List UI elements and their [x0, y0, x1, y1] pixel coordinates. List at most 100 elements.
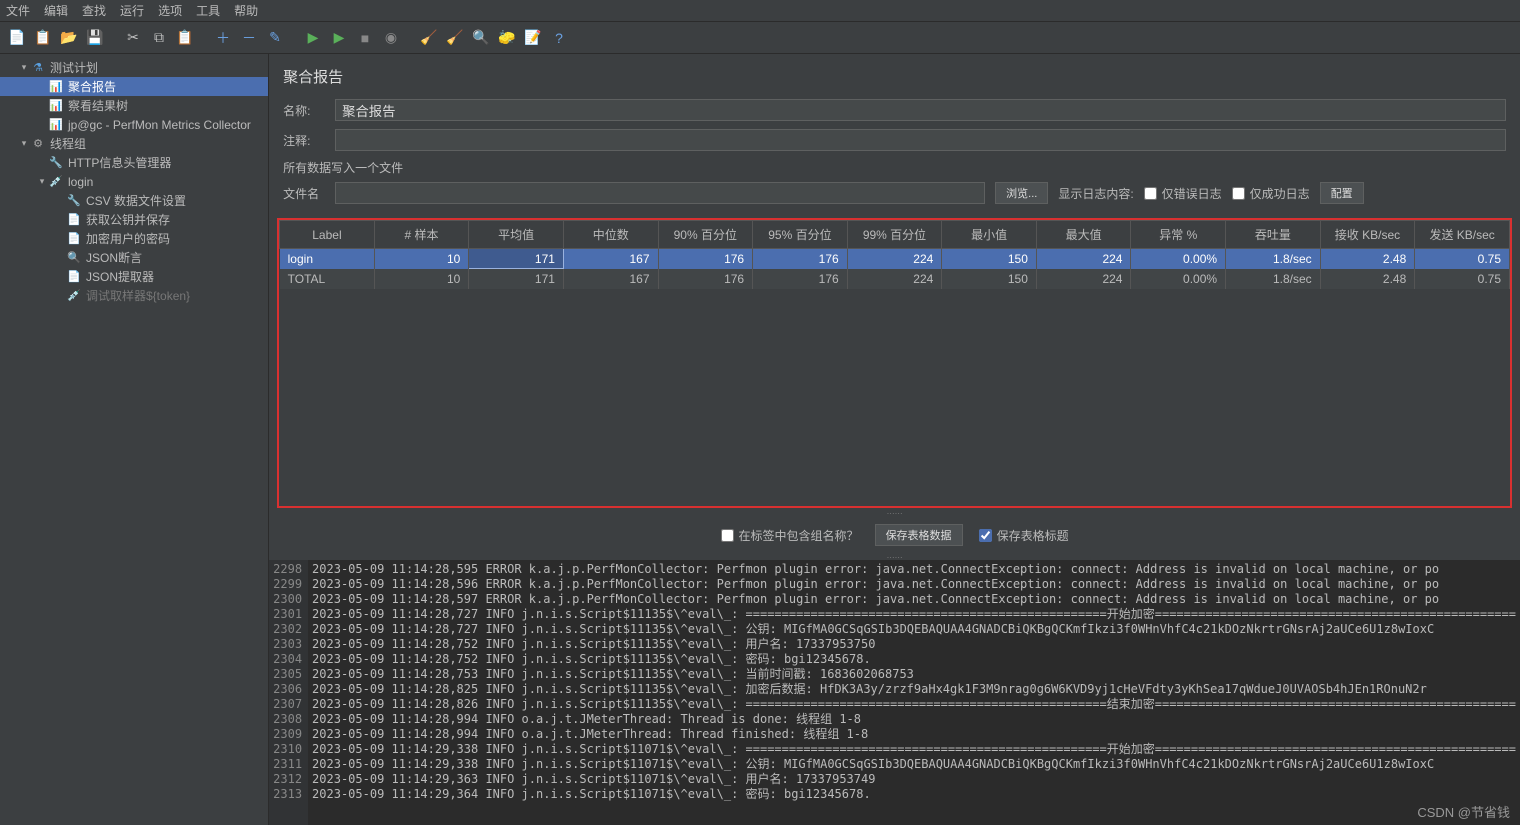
tree-item[interactable]: ▾⚙线程组 — [0, 134, 268, 153]
menu-查找[interactable]: 查找 — [82, 2, 106, 19]
tree-item[interactable]: 📄加密用户的密码 — [0, 229, 268, 248]
tree-item-label: CSV 数据文件设置 — [86, 192, 186, 209]
column-header[interactable]: 最小值 — [942, 221, 1037, 249]
table-cell: 2.48 — [1320, 269, 1415, 289]
chart-icon: 📊 — [48, 117, 64, 133]
content-panel: 聚合报告 名称: 注释: 所有数据写入一个文件 文件名 浏览... 显示日志内容… — [269, 54, 1520, 825]
table-cell: 0.00% — [1131, 249, 1226, 269]
table-cell: 176 — [658, 249, 753, 269]
tree-item[interactable]: 📊jp@gc - PerfMon Metrics Collector — [0, 115, 268, 134]
cut-icon[interactable]: ✂ — [122, 27, 144, 49]
table-cell: 176 — [753, 269, 848, 289]
pipette-icon: 💉 — [66, 288, 82, 304]
tree-item-label: 线程组 — [50, 135, 86, 152]
tree-item[interactable]: ▾💉login — [0, 172, 268, 191]
help-icon[interactable]: ? — [548, 27, 570, 49]
tree-item[interactable]: ▾⚗测试计划 — [0, 58, 268, 77]
table-cell: 1.8/sec — [1226, 249, 1321, 269]
table-row[interactable]: login101711671761762241502240.00%1.8/sec… — [280, 249, 1510, 269]
tree-item[interactable]: 📄JSON提取器 — [0, 267, 268, 286]
tree-item-label: 加密用户的密码 — [86, 230, 170, 247]
column-header[interactable]: 接收 KB/sec — [1320, 221, 1415, 249]
tree-toggle-icon[interactable]: ▾ — [36, 176, 48, 187]
menubar: 文件编辑查找运行选项工具帮助 — [0, 0, 1520, 22]
only-success-checkbox[interactable]: 仅成功日志 — [1232, 185, 1310, 202]
menu-运行[interactable]: 运行 — [120, 2, 144, 19]
name-label: 名称: — [283, 102, 325, 119]
menu-编辑[interactable]: 编辑 — [44, 2, 68, 19]
paste-icon[interactable]: 📋 — [174, 27, 196, 49]
log-body[interactable]: 2023-05-09 11:14:28,595 ERROR k.a.j.p.Pe… — [308, 560, 1520, 825]
table-cell: 167 — [563, 269, 658, 289]
open-icon[interactable]: 📂 — [58, 27, 80, 49]
comment-input[interactable] — [335, 129, 1506, 151]
column-header[interactable]: 平均值 — [469, 221, 564, 249]
table-cell: 176 — [753, 249, 848, 269]
name-input[interactable] — [335, 99, 1506, 121]
copy-icon[interactable]: ⧉ — [148, 27, 170, 49]
tree-item[interactable]: 📊察看结果树 — [0, 96, 268, 115]
stop-icon[interactable]: ■ — [354, 27, 376, 49]
filename-input[interactable] — [335, 182, 985, 204]
comment-label: 注释: — [283, 132, 325, 149]
column-header[interactable]: 异常 % — [1131, 221, 1226, 249]
toggle-icon[interactable]: ✎ — [264, 27, 286, 49]
table-cell: 10 — [374, 269, 469, 289]
tree-item[interactable]: 💉调试取样器${token} — [0, 286, 268, 305]
clear-icon[interactable]: 🧹 — [418, 27, 440, 49]
search-icon[interactable]: 🔍 — [470, 27, 492, 49]
column-header[interactable]: 最大值 — [1036, 221, 1131, 249]
function-icon[interactable]: 📝 — [522, 27, 544, 49]
aggregate-table: Label# 样本平均值中位数90% 百分位95% 百分位99% 百分位最小值最… — [277, 218, 1512, 508]
column-header[interactable]: 99% 百分位 — [847, 221, 942, 249]
template-icon[interactable]: 📋 — [32, 27, 54, 49]
column-header[interactable]: 发送 KB/sec — [1415, 221, 1510, 249]
log-display-label: 显示日志内容: — [1058, 185, 1133, 202]
save-icon[interactable]: 💾 — [84, 27, 106, 49]
browse-button[interactable]: 浏览... — [995, 182, 1048, 204]
column-header[interactable]: # 样本 — [374, 221, 469, 249]
tree-toggle-icon[interactable]: ▾ — [18, 62, 30, 73]
include-group-checkbox[interactable]: 在标签中包含组名称？ — [721, 527, 859, 544]
column-header[interactable]: 吞吐量 — [1226, 221, 1321, 249]
column-header[interactable]: Label — [280, 221, 375, 249]
column-header[interactable]: 95% 百分位 — [753, 221, 848, 249]
start-icon[interactable]: ▶ — [302, 27, 324, 49]
table-row[interactable]: TOTAL101711671761762241502240.00%1.8/sec… — [280, 269, 1510, 289]
log-panel: 2298 2299 2300 2301 2302 2303 2304 2305 … — [269, 560, 1520, 825]
new-icon[interactable]: 📄 — [6, 27, 28, 49]
table-cell: 0.00% — [1131, 269, 1226, 289]
menu-帮助[interactable]: 帮助 — [234, 2, 258, 19]
column-header[interactable]: 中位数 — [563, 221, 658, 249]
reset-search-icon[interactable]: 🧽 — [496, 27, 518, 49]
menu-选项[interactable]: 选项 — [158, 2, 182, 19]
menu-工具[interactable]: 工具 — [196, 2, 220, 19]
shutdown-icon[interactable]: ◉ — [380, 27, 402, 49]
tree-item[interactable]: 📄获取公钥并保存 — [0, 210, 268, 229]
tree-toggle-icon[interactable]: ▾ — [18, 138, 30, 149]
table-cell: 171 — [469, 249, 564, 269]
tree-item[interactable]: 🔧CSV 数据文件设置 — [0, 191, 268, 210]
log-gutter: 2298 2299 2300 2301 2302 2303 2304 2305 … — [269, 560, 308, 825]
expand-icon[interactable]: ＋ — [212, 27, 234, 49]
tree-item[interactable]: 🔍JSON断言 — [0, 248, 268, 267]
start-notimer-icon[interactable]: ▶ — [328, 27, 350, 49]
page-title: 聚合报告 — [283, 66, 1506, 87]
save-header-checkbox[interactable]: 保存表格标题 — [979, 527, 1069, 544]
column-header[interactable]: 90% 百分位 — [658, 221, 753, 249]
table-cell: login — [280, 249, 375, 269]
doc-icon: 📄 — [66, 212, 82, 228]
clear-all-icon[interactable]: 🧹 — [444, 27, 466, 49]
assert-icon: 🔍 — [66, 250, 82, 266]
menu-文件[interactable]: 文件 — [6, 2, 30, 19]
tree-item-label: 察看结果树 — [68, 97, 128, 114]
tree-item[interactable]: 🔧HTTP信息头管理器 — [0, 153, 268, 172]
tree-item-label: 调试取样器${token} — [86, 287, 190, 304]
table-cell: 176 — [658, 269, 753, 289]
collapse-icon[interactable]: － — [238, 27, 260, 49]
tree-item-label: 聚合报告 — [68, 78, 116, 95]
tree-item[interactable]: 📊聚合报告 — [0, 77, 268, 96]
config-button[interactable]: 配置 — [1320, 182, 1364, 204]
only-error-checkbox[interactable]: 仅错误日志 — [1144, 185, 1222, 202]
save-table-button[interactable]: 保存表格数据 — [875, 524, 963, 546]
